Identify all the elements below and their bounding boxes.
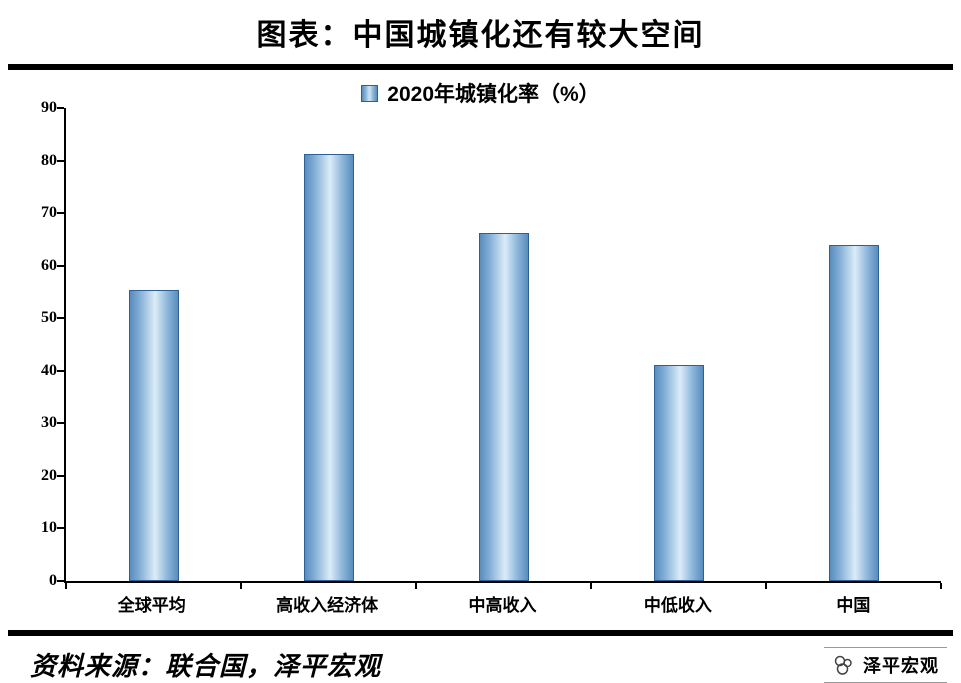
legend-swatch xyxy=(361,84,379,102)
x-axis-tick xyxy=(415,583,417,589)
x-axis-tick xyxy=(765,583,767,589)
y-axis-tick xyxy=(57,422,64,425)
bar-slot xyxy=(766,108,941,581)
y-axis-tick-label: 90 xyxy=(41,99,57,116)
legend: 2020年城镇化率（%） xyxy=(0,80,961,106)
x-axis-tick xyxy=(940,583,942,589)
y-axis-tick xyxy=(57,264,64,267)
y-axis-tick xyxy=(57,212,64,215)
bar-slot xyxy=(241,108,416,581)
y-axis-tick-label: 30 xyxy=(41,414,57,432)
chart-bar xyxy=(128,290,179,581)
y-axis-tick xyxy=(57,369,64,372)
bar-slot xyxy=(591,108,766,581)
x-axis-tick xyxy=(240,583,242,589)
x-axis-category-label: 中高收入 xyxy=(468,596,537,615)
y-axis-tick-label: 40 xyxy=(41,361,57,379)
chart-bar xyxy=(828,245,879,581)
y-axis-tick-label: 0 xyxy=(49,572,57,589)
x-axis-category-label: 中国 xyxy=(836,596,871,615)
x-axis-tick xyxy=(590,583,592,589)
chart-bar xyxy=(303,153,354,581)
page-title: 图表：中国城镇化还有较大空间 xyxy=(256,19,705,52)
source-note: 资料来源：联合国，泽平宏观 xyxy=(30,652,382,681)
y-axis-tick xyxy=(57,474,64,477)
bar-chart: 0 10 20 30 40 50 60 70 80 90 xyxy=(14,99,942,589)
watermark-logo-icon xyxy=(834,655,852,675)
footer: 资料来源：联合国，泽平宏观 泽平宏观 xyxy=(30,646,947,683)
y-axis-tick-label: 70 xyxy=(41,204,57,222)
y-axis-tick xyxy=(57,159,64,162)
x-axis-category-label: 中低收入 xyxy=(643,596,712,615)
y-axis-tick-label: 80 xyxy=(41,151,57,169)
chart-bar xyxy=(478,233,529,581)
plot-area xyxy=(57,107,942,589)
x-axis-category-label: 全球平均 xyxy=(117,596,186,615)
y-axis-tick xyxy=(57,527,64,530)
y-axis-tick-label: 20 xyxy=(41,466,57,484)
chart-bar xyxy=(653,365,704,581)
x-axis-tick xyxy=(65,583,67,589)
y-axis-tick-label: 10 xyxy=(41,519,57,537)
legend-label: 2020年城镇化率（%） xyxy=(387,83,600,106)
y-axis-tick xyxy=(57,107,64,109)
y-axis: 0 10 20 30 40 50 60 70 80 90 xyxy=(14,99,64,589)
bar-slot xyxy=(416,108,591,581)
y-axis-tick-label: 50 xyxy=(41,309,57,327)
bar-slot xyxy=(66,108,241,581)
bottom-divider xyxy=(8,630,953,636)
x-axis-category-label: 高收入经济体 xyxy=(276,596,379,615)
watermark-label: 泽平宏观 xyxy=(863,655,939,676)
y-axis-tick-label: 60 xyxy=(41,256,57,274)
top-divider xyxy=(8,64,953,70)
x-axis-labels: 全球平均 高收入经济体 中高收入 中低收入 中国 xyxy=(64,591,941,616)
y-axis-tick xyxy=(57,580,64,582)
watermark: 泽平宏观 xyxy=(824,646,947,683)
y-axis-tick xyxy=(57,317,64,320)
